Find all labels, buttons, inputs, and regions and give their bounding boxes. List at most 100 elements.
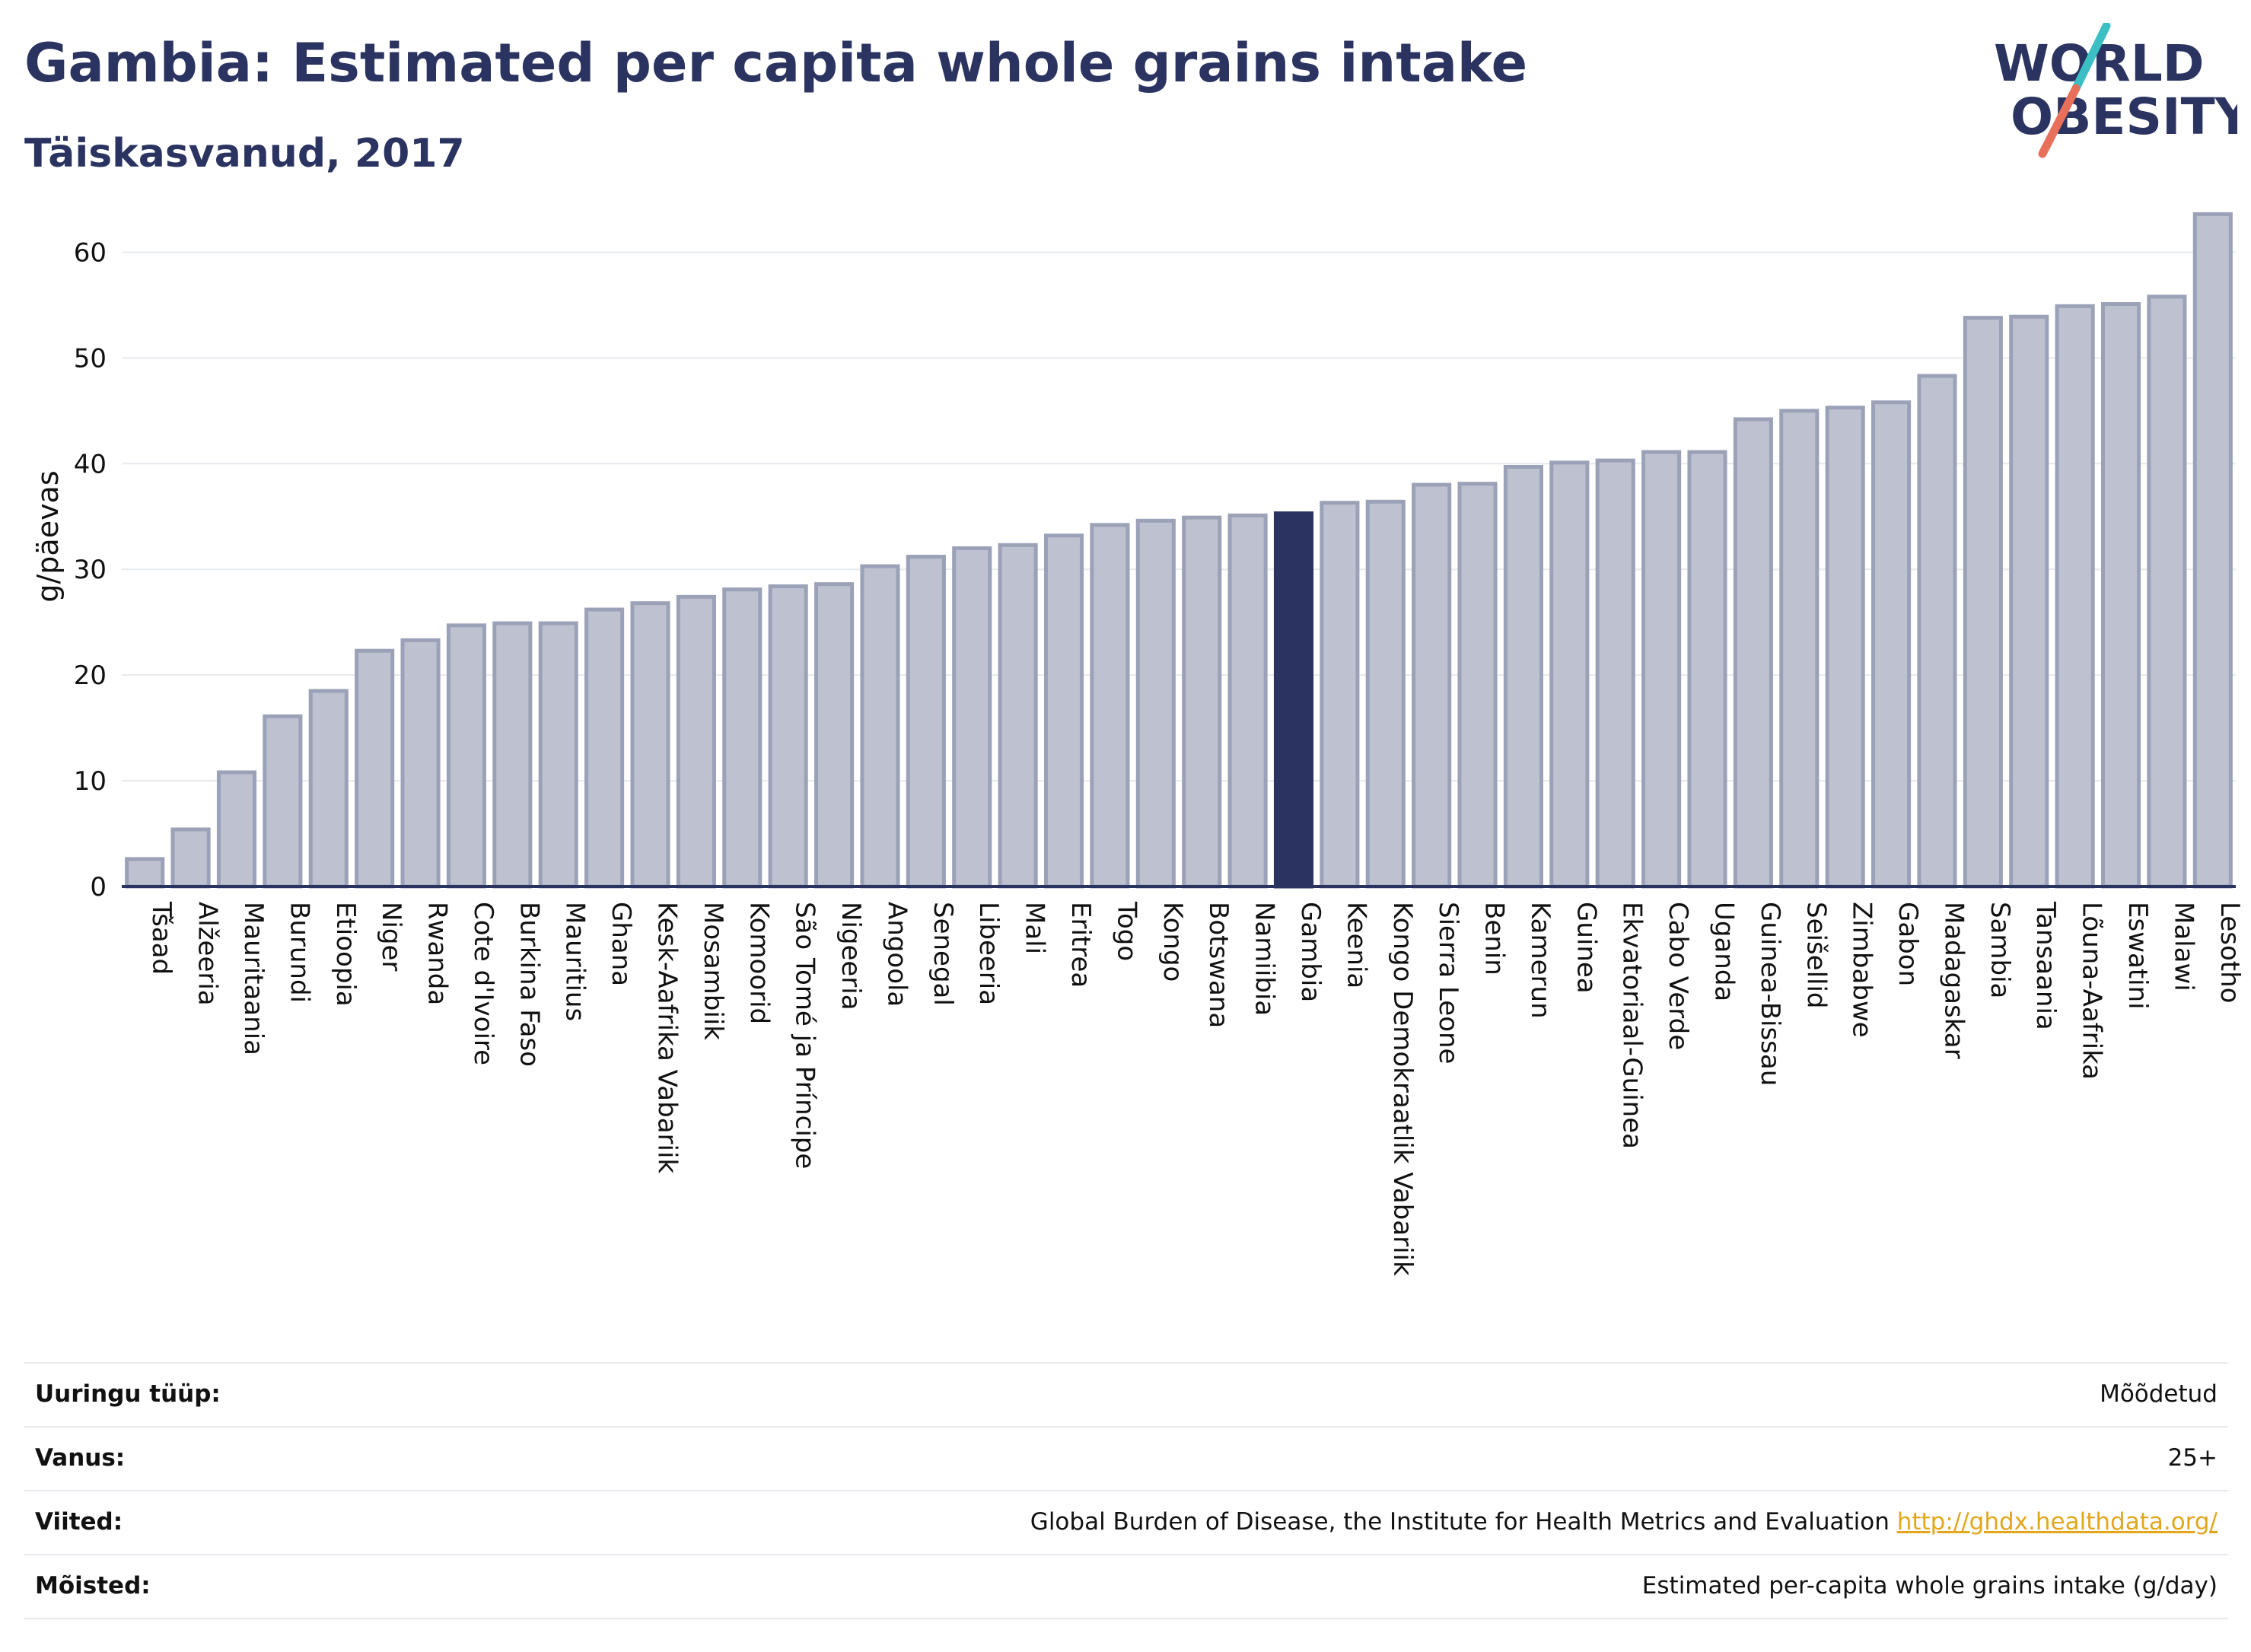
bar — [1503, 464, 1543, 889]
bar — [1779, 409, 1820, 889]
info-row-age: Vanus: 25+ — [24, 1426, 2228, 1490]
chart-subtitle: Täiskasvanud, 2017 — [24, 131, 465, 177]
x-tick-label: Namiibia — [1250, 902, 1280, 1016]
bar — [446, 623, 486, 889]
bar — [538, 621, 578, 889]
x-tick-label: Mosambiik — [698, 902, 728, 1040]
x-tick-label: Botswana — [1203, 902, 1234, 1028]
bar — [998, 543, 1038, 889]
bar — [170, 827, 211, 889]
x-tick-label: Sierra Leone — [1433, 902, 1463, 1064]
world-obesity-logo: WORLD OBESITY — [1994, 23, 2237, 158]
y-tick-label: 20 — [74, 660, 107, 691]
bar — [263, 714, 303, 889]
logo-slash-teal — [2071, 23, 2111, 93]
bar-chart: 0 10 20 30 40 50 60 Tšaad Alžeeria Mauritaania Bu… — [31, 212, 2245, 1276]
x-tick-label: Keenia — [1341, 902, 1371, 988]
x-tick-label: Uganda — [1709, 902, 1740, 1001]
x-tick-label: Kamerun — [1525, 902, 1555, 1019]
chart-title: Gambia: Estimated per capita whole grain… — [24, 32, 1528, 94]
reference-text: Global Burden of Disease, the Institute … — [1030, 1508, 1890, 1536]
bar — [1595, 458, 1635, 889]
bar — [722, 587, 763, 889]
info-label: Viited: — [35, 1508, 123, 1536]
y-tick-labels: 0 10 20 30 40 50 60 — [74, 237, 107, 902]
x-tick-label: Gabon — [1893, 902, 1923, 986]
x-tick-label: Niger — [376, 902, 406, 971]
bar — [492, 621, 533, 889]
x-tick-labels: Tšaad Alžeeria Mauritaania Burundi Etioopia N… — [146, 901, 2245, 1276]
bar — [860, 564, 900, 889]
y-tick-label: 0 — [90, 872, 107, 902]
bar — [1917, 374, 1957, 889]
bar — [2192, 212, 2233, 889]
bar-highlighted — [1273, 511, 1314, 889]
x-tick-label: Komoorid — [743, 902, 774, 1024]
x-tick-label: Ghana — [606, 902, 636, 986]
bar — [1043, 533, 1084, 889]
y-axis-title: g/päevas — [31, 470, 65, 602]
bar — [906, 555, 946, 889]
bar — [1687, 450, 1727, 889]
info-value: 25+ — [2167, 1444, 2218, 1472]
bar — [216, 770, 257, 889]
bar — [2055, 304, 2095, 889]
bars — [125, 212, 2233, 889]
x-tick-label: Kongo — [1157, 902, 1188, 982]
x-tick-label: Lõuna-Aafrika — [2077, 902, 2107, 1080]
info-row-references: Viited: Global Burden of Disease, the In… — [24, 1490, 2228, 1554]
reference-link[interactable]: http://ghdx.healthdata.org/ — [1896, 1508, 2218, 1536]
x-tick-label: Kongo Demokraatlik Vabariik — [1387, 902, 1418, 1276]
bar — [1457, 482, 1498, 889]
logo-slash-coral — [2038, 84, 2081, 158]
x-tick-label: Libeeria — [973, 902, 1004, 1005]
x-tick-label: Seišellid — [1800, 902, 1831, 1009]
x-tick-label: São Tomé ja Príncipe — [790, 902, 820, 1169]
bar — [2100, 302, 2141, 889]
bar — [355, 648, 395, 889]
info-value: Mõõdetud — [2100, 1380, 2218, 1408]
x-tick-label: Eswatini — [2122, 902, 2153, 1010]
x-tick-label: Burundi — [284, 902, 314, 1003]
y-tick-label: 60 — [74, 237, 107, 268]
x-tick-label: Togo — [1111, 901, 1141, 961]
x-tick-label: Cabo Verde — [1663, 902, 1693, 1050]
x-tick-label: Tansaania — [2030, 901, 2061, 1030]
bar — [1412, 482, 1452, 889]
info-value: Global Burden of Disease, the Institute … — [1030, 1508, 2218, 1536]
y-tick-label: 30 — [74, 555, 107, 585]
bar — [814, 582, 855, 889]
x-tick-label: Zimbabwe — [1847, 902, 1877, 1038]
x-tick-label: Tšaad — [146, 901, 177, 975]
x-tick-label: Etioopia — [330, 902, 361, 1007]
x-tick-label: Eritrea — [1065, 902, 1096, 988]
bar — [400, 638, 441, 889]
bar — [1182, 515, 1222, 889]
bar — [1549, 460, 1590, 889]
y-tick-label: 50 — [74, 343, 107, 374]
bar — [1825, 406, 1865, 889]
bar — [1963, 316, 2003, 889]
x-tick-label: Mauritius — [560, 902, 591, 1021]
x-tick-label: Malawi — [2168, 902, 2198, 992]
bar — [308, 689, 349, 889]
bar — [1365, 499, 1406, 889]
bar — [1733, 417, 1773, 889]
x-tick-label: Burkina Faso — [514, 902, 544, 1067]
bar — [2009, 314, 2049, 889]
info-label: Mõisted: — [35, 1572, 151, 1599]
info-value: Estimated per-capita whole grains intake… — [1641, 1572, 2218, 1599]
bar — [1090, 523, 1130, 889]
x-tick-label: Angoola — [881, 902, 912, 1007]
bar — [125, 857, 165, 889]
x-tick-label: Gambia — [1295, 902, 1326, 1002]
x-tick-label: Mauritaania — [238, 902, 269, 1055]
bar — [1135, 518, 1176, 889]
x-tick-label: Mali — [1020, 902, 1050, 954]
x-tick-label: Nigeeria — [836, 902, 866, 1011]
bar — [630, 601, 670, 889]
x-tick-label: Benin — [1479, 902, 1510, 976]
info-label: Vanus: — [35, 1444, 126, 1472]
x-tick-label: Senegal — [928, 902, 958, 1006]
bar — [2147, 294, 2187, 889]
